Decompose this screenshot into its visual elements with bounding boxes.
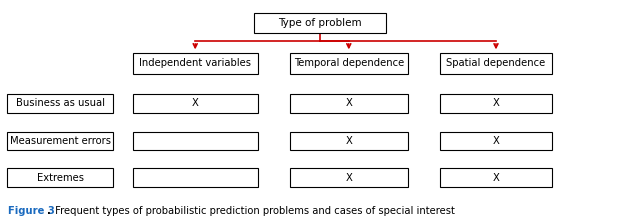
- Text: X: X: [346, 136, 352, 146]
- FancyBboxPatch shape: [290, 53, 408, 74]
- Text: Measurement errors: Measurement errors: [10, 136, 111, 146]
- FancyBboxPatch shape: [7, 131, 113, 151]
- Text: X: X: [493, 136, 499, 146]
- FancyBboxPatch shape: [133, 53, 257, 74]
- Text: Frequent types of probabilistic prediction problems and cases of special interes: Frequent types of probabilistic predicti…: [52, 206, 455, 216]
- Text: Business as usual: Business as usual: [15, 98, 105, 108]
- Text: X: X: [346, 98, 352, 108]
- FancyBboxPatch shape: [290, 94, 408, 113]
- FancyBboxPatch shape: [7, 168, 113, 187]
- Text: Type of problem: Type of problem: [278, 18, 362, 28]
- FancyBboxPatch shape: [440, 131, 552, 151]
- FancyBboxPatch shape: [133, 94, 257, 113]
- FancyBboxPatch shape: [133, 168, 257, 187]
- Text: X: X: [346, 172, 352, 183]
- Text: Figure 3: Figure 3: [8, 206, 54, 216]
- Text: X: X: [493, 172, 499, 183]
- Text: X: X: [192, 98, 198, 108]
- FancyBboxPatch shape: [7, 94, 113, 113]
- Text: Spatial dependence: Spatial dependence: [446, 58, 546, 68]
- FancyBboxPatch shape: [440, 94, 552, 113]
- FancyBboxPatch shape: [290, 168, 408, 187]
- FancyBboxPatch shape: [440, 53, 552, 74]
- FancyBboxPatch shape: [255, 13, 385, 33]
- Text: X: X: [493, 98, 499, 108]
- Text: .: .: [47, 206, 51, 216]
- FancyBboxPatch shape: [440, 168, 552, 187]
- FancyBboxPatch shape: [290, 131, 408, 151]
- Text: Extremes: Extremes: [36, 172, 84, 183]
- Text: Independent variables: Independent variables: [140, 58, 251, 68]
- FancyBboxPatch shape: [133, 131, 257, 151]
- Text: Temporal dependence: Temporal dependence: [294, 58, 404, 68]
